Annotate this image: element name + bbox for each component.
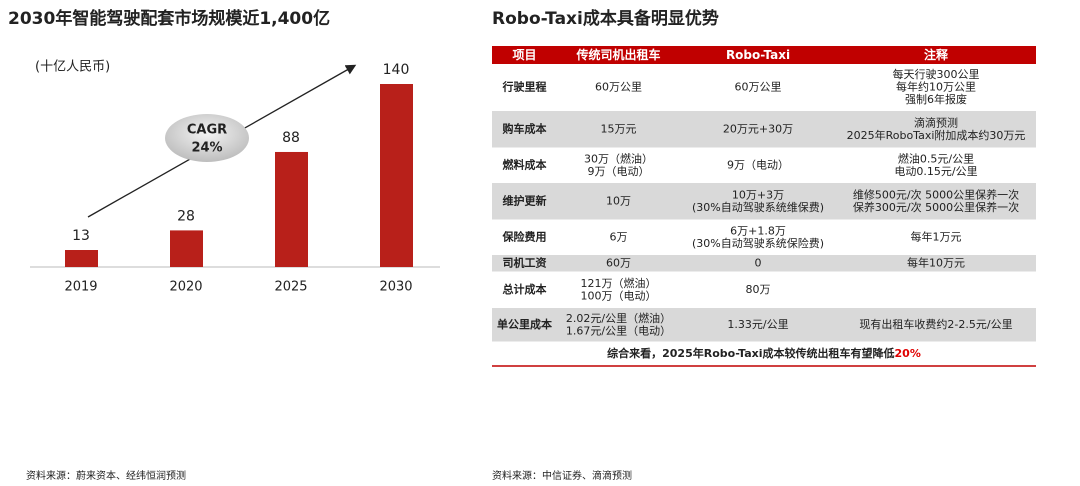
table-cell: 燃料成本 <box>502 158 547 172</box>
header-cell: 注释 <box>924 47 949 62</box>
table-cell: 1.33元/公里 <box>727 318 788 331</box>
row-bg <box>492 183 1036 220</box>
x-tick-label: 2019 <box>64 280 97 295</box>
row-bg <box>492 272 1036 308</box>
table-cell: 保养300元/次 5000公里保养一次 <box>853 200 1019 214</box>
table-cell: 每年10万元 <box>907 256 965 270</box>
header-cell: 传统司机出租车 <box>575 47 660 62</box>
table-cell: 100万（电动） <box>581 289 657 302</box>
table-cell: 现有出租车收费约2-2.5元/公里 <box>859 317 1012 331</box>
cagr-bubble <box>165 114 249 162</box>
table-cell: 60万公里 <box>735 81 782 94</box>
table-cell: 总计成本 <box>503 282 547 296</box>
unit-label: (十亿人民币) <box>35 60 110 75</box>
data-label: 13 <box>72 228 90 244</box>
table-cell: 0 <box>755 257 762 270</box>
table-cell: 10万 <box>606 195 631 208</box>
table-cell: 行驶里程 <box>502 80 547 94</box>
table-cell: 司机工资 <box>503 256 547 270</box>
table-cell: 9万（电动） <box>588 165 650 178</box>
source: 资料来源：中信证券、滴滴预测 <box>492 469 632 482</box>
table-cell: 保险费用 <box>502 230 547 244</box>
bar <box>275 151 308 267</box>
data-label: 28 <box>177 208 195 224</box>
table-cell: 燃油0.5元/公里 <box>898 151 974 165</box>
table-cell: 30万（燃油） <box>584 151 653 165</box>
bar <box>170 230 203 267</box>
table-cell: 9万（电动） <box>727 159 789 172</box>
annotation: CAGR <box>187 123 227 138</box>
table-cell: 60万 <box>606 257 631 270</box>
table-cell: 每年约10万公里 <box>896 80 976 94</box>
table-cell: 10万+3万 <box>732 188 784 201</box>
table-cell: 购车成本 <box>503 122 547 136</box>
table-cell: 60万公里 <box>595 81 642 94</box>
table-cell: 6万+1.8万 <box>730 224 786 237</box>
bar <box>380 84 413 267</box>
footer-main: 综合来看，2025年Robo-Taxi成本较传统出租车有望降低 <box>607 346 894 360</box>
source: 资料来源：蔚来资本、经纬恒润预测 <box>26 469 186 482</box>
table-cell: (30%自动驾驶系统保险费) <box>692 236 824 250</box>
row-bg <box>492 255 1036 272</box>
header-cell: 项目 <box>512 48 536 62</box>
footer-text: 综合来看，2025年Robo-Taxi成本较传统出租车有望降低20% <box>607 346 921 360</box>
table-cell: 80万 <box>746 283 771 296</box>
annotation: 24% <box>191 141 222 156</box>
row-bg <box>492 220 1036 255</box>
table-cell: 电动0.15元/公里 <box>894 165 977 178</box>
x-tick-label: 2030 <box>379 280 412 295</box>
footer-highlight: 20% <box>895 347 921 360</box>
chart-title: 2030年智能驾驶配套市场规模近1,400亿 <box>8 8 330 29</box>
data-label: 140 <box>383 62 410 78</box>
data-label: 88 <box>282 130 300 146</box>
table-cell: 1.67元/公里（电动） <box>566 324 671 337</box>
header-cell: Robo-Taxi <box>726 48 790 62</box>
table-cell: 每年1万元 <box>911 230 962 244</box>
table-cell: 维护更新 <box>503 194 547 208</box>
table-cell: 维修500元/次 5000公里保养一次 <box>853 187 1019 201</box>
row-bg <box>492 308 1036 342</box>
table-cell: 15万元 <box>601 123 637 136</box>
table-cell: 2025年RoboTaxi附加成本约30万元 <box>847 128 1026 142</box>
row-bg <box>492 64 1036 111</box>
row-bg <box>492 111 1036 148</box>
table-cell: 滴滴预测 <box>914 115 958 129</box>
x-tick-label: 2025 <box>274 280 307 295</box>
header-bg <box>492 46 1036 64</box>
row-bg <box>492 148 1036 183</box>
table-cell: 20万元+30万 <box>723 123 793 136</box>
table-title: Robo-Taxi成本具备明显优势 <box>492 8 719 29</box>
table-cell: 强制6年报废 <box>905 92 967 106</box>
table-cell: 每天行驶300公里 <box>893 67 980 81</box>
table-cell: 单公里成本 <box>497 317 552 331</box>
table-cell: 2.02元/公里（燃油） <box>566 311 671 325</box>
table-cell: 6万 <box>610 231 628 244</box>
bar <box>65 250 98 267</box>
table-cell: 121万（燃油） <box>581 276 657 290</box>
table-cell: (30%自动驾驶系统维保费) <box>692 200 824 214</box>
x-tick-label: 2020 <box>169 280 202 295</box>
